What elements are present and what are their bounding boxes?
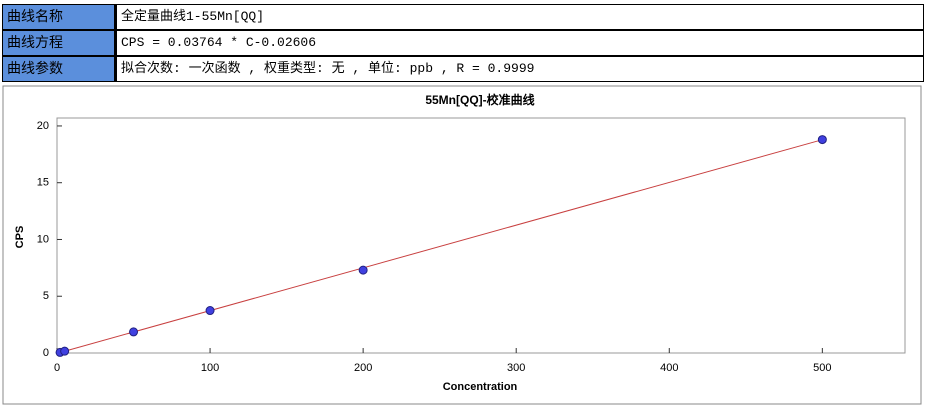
y-axis-title: CPS [14, 226, 26, 249]
chart-title: 55Mn[QQ]-校准曲线 [425, 92, 534, 107]
x-tick-label: 500 [813, 362, 831, 374]
y-tick-label: 0 [43, 347, 49, 359]
y-tick-label: 5 [43, 290, 49, 302]
data-point [358, 265, 368, 275]
x-tick-label: 400 [660, 362, 678, 374]
table-row: 曲线方程 CPS = 0.03764 * C-0.02606 [2, 30, 924, 56]
label-cell: 曲线名称 [3, 5, 115, 29]
data-point [60, 346, 70, 356]
data-point [129, 327, 139, 337]
label-cell: 曲线参数 [3, 57, 115, 81]
x-tick-label: 200 [354, 362, 372, 374]
value-cell: 拟合次数: 一次函数 , 权重类型: 无 , 单位: ppb , R = 0.9… [115, 57, 923, 81]
x-axis-title: Concentration [443, 381, 518, 393]
x-tick-label: 100 [201, 362, 219, 374]
value-cell: CPS = 0.03764 * C-0.02606 [115, 31, 923, 55]
fit-line [56, 139, 823, 354]
label-cell: 曲线方程 [3, 31, 115, 55]
data-point [205, 306, 215, 316]
x-tick-label: 0 [54, 362, 60, 374]
table-row: 曲线名称 全定量曲线1-55Mn[QQ] [2, 4, 924, 30]
y-tick-label: 15 [37, 177, 49, 189]
value-cell: 全定量曲线1-55Mn[QQ] [115, 5, 923, 29]
table-row: 曲线参数 拟合次数: 一次函数 , 权重类型: 无 , 单位: ppb , R =… [2, 56, 924, 82]
x-tick-label: 300 [507, 362, 525, 374]
y-tick-label: 10 [37, 233, 49, 245]
data-point [817, 135, 827, 145]
y-tick-label: 20 [37, 120, 49, 132]
